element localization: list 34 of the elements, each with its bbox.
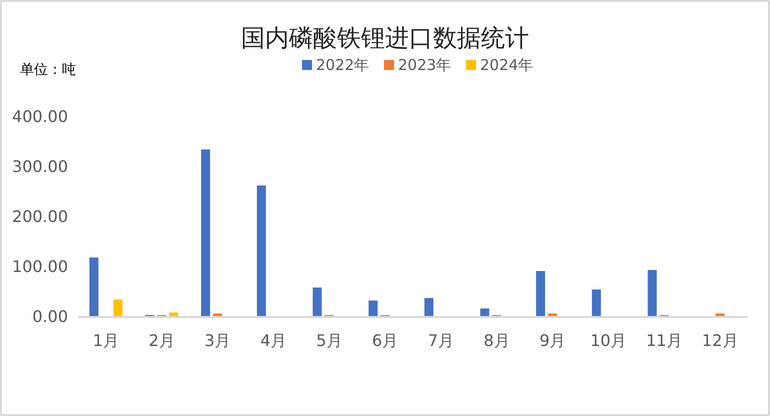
bar <box>368 300 378 316</box>
legend-label: 2022年 <box>316 56 370 74</box>
x-tick-label: 9月 <box>539 331 566 350</box>
y-axis-title: 单位：吨 <box>20 62 76 78</box>
y-tick-label: 300.00 <box>12 157 68 176</box>
y-tick-label: 100.00 <box>12 257 68 276</box>
x-tick-label: 5月 <box>316 331 342 350</box>
x-tick-label: 7月 <box>428 331 454 350</box>
y-tick-label: 200.00 <box>12 207 68 226</box>
bar <box>256 186 266 316</box>
x-tick-label: 11月 <box>646 331 682 350</box>
bar <box>169 312 178 316</box>
x-tick-label: 2月 <box>148 331 175 350</box>
bar <box>648 270 657 316</box>
x-tick-label: 8月 <box>484 331 510 350</box>
bar <box>536 271 546 316</box>
legend-label: 2024年 <box>480 56 534 74</box>
x-tick-label: 10月 <box>590 331 627 350</box>
x-tick-label: 1月 <box>92 331 120 350</box>
y-tick-label: 400.00 <box>12 107 68 126</box>
x-tick-label: 6月 <box>372 331 398 350</box>
y-tick-label: 0.00 <box>32 307 68 326</box>
x-tick-label: 12月 <box>702 331 738 350</box>
bar <box>201 150 210 316</box>
legend-label: 2023年 <box>398 56 452 74</box>
bar <box>113 300 122 316</box>
bar <box>312 288 322 316</box>
x-tick-label: 3月 <box>204 331 231 350</box>
bar <box>592 290 601 316</box>
bar <box>89 258 98 316</box>
x-tick-label: 4月 <box>260 331 287 350</box>
chart-title: 国内磷酸铁锂进口数据统计 <box>241 24 529 52</box>
bar <box>424 298 434 316</box>
bar <box>480 308 490 316</box>
